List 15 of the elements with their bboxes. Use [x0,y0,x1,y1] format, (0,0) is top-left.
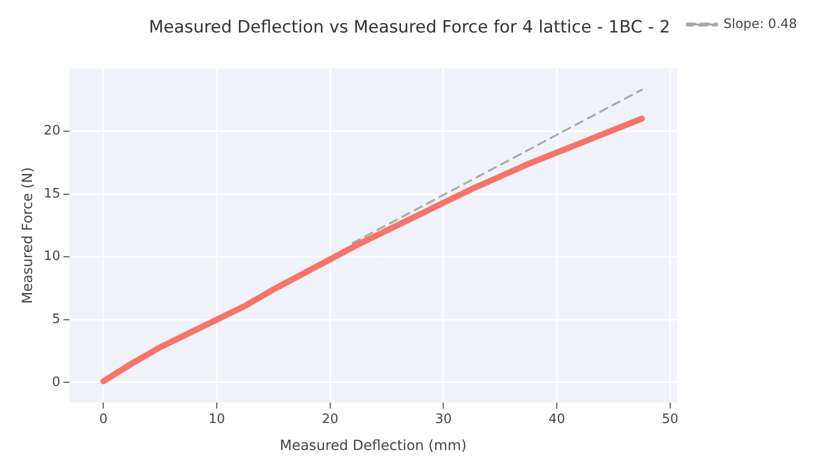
y-tick-label: 15 [44,186,60,202]
y-tick-label: 10 [44,249,60,264]
x-tick-label: 50 [662,412,678,427]
legend-label: Slope: 0.48 [723,16,798,32]
x-tick-label: 40 [548,412,566,427]
chart-title: Measured Deflection vs Measured Force for 4 lattice - 1BC - 2 [148,18,670,38]
y-tick-label: 5 [52,312,60,328]
x-axis-title: Measured Deflection (mm) [280,438,467,454]
x-tick-label: 10 [208,412,225,427]
y-tick-label: 0 [52,374,60,390]
y-tick-label: 20 [44,124,60,139]
x-tick-label: 20 [322,412,338,427]
x-tick-label: 30 [435,412,452,427]
x-tick-label: 0 [99,412,108,427]
y-axis-title: Measured Force (N) [20,167,36,304]
